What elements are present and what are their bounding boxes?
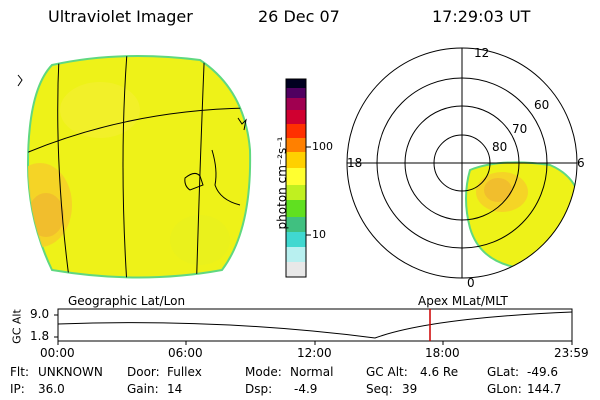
lat-label-80: 80 <box>492 140 508 154</box>
seq-value: 39 <box>402 382 418 396</box>
orbit-strip <box>54 308 573 345</box>
colorbar-band <box>286 152 306 168</box>
time-label: 17:29:03 UT <box>432 7 531 26</box>
polar-caption: Apex MLat/MLT <box>418 294 508 308</box>
seq-label: Seq: <box>366 382 393 396</box>
gain-value: 14 <box>167 382 183 396</box>
lat-label-70: 70 <box>512 122 528 136</box>
ip-value: 36.0 <box>38 382 65 396</box>
gain-label: Gain: <box>127 382 159 396</box>
colorbar-band <box>286 110 306 124</box>
colorbar-band <box>286 168 306 185</box>
gcalt-value: 4.6 Re <box>420 365 459 379</box>
glon-value: 144.7 <box>527 382 562 396</box>
orbit-ytick-low: 1.8 <box>30 329 50 343</box>
colorbar-band <box>286 200 306 217</box>
instrument-title: Ultraviolet Imager <box>48 7 193 26</box>
glat-label: GLat: <box>487 365 520 379</box>
polar-plot <box>346 47 578 279</box>
mode-label: Mode: <box>245 365 282 379</box>
colorbar-band <box>286 247 306 262</box>
door-value: Fullex <box>167 365 202 379</box>
orbit-xtick: 00:00 <box>40 346 75 360</box>
geo-caption: Geographic Lat/Lon <box>68 294 186 308</box>
colorbar-band <box>286 217 306 232</box>
colorbar-band <box>286 88 306 98</box>
orbit-xtick: 23:59 <box>554 346 589 360</box>
orbit-xtick: 18:00 <box>425 346 460 360</box>
door-label: Door: <box>127 365 160 379</box>
colorbar <box>285 78 311 278</box>
orbit-ytick-high: 9.0 <box>30 307 50 321</box>
colorbar-band <box>286 124 306 138</box>
colorbar-band <box>286 262 306 277</box>
mlt-label-0: 0 <box>467 276 475 290</box>
colorbar-tick-100: 100 <box>312 140 333 153</box>
colorbar-band <box>286 98 306 110</box>
filter-label: Flt: <box>10 365 29 379</box>
date-label: 26 Dec 07 <box>258 7 340 26</box>
glon-label: GLon: <box>487 382 522 396</box>
colorbar-band <box>286 232 306 247</box>
mode-value: Normal <box>290 365 334 379</box>
filter-value: UNKNOWN <box>38 365 103 379</box>
colorbar-unit-label: photon cm⁻²s⁻¹ <box>275 136 289 230</box>
colorbar-band <box>286 138 306 152</box>
colorbar-band <box>286 185 306 200</box>
dsp-label: Dsp: <box>245 382 273 396</box>
glat-value: -49.6 <box>527 365 559 379</box>
mlt-label-6: 6 <box>577 156 585 170</box>
mlt-label-18: 18 <box>347 156 363 170</box>
orbit-axis-label: GC Alt <box>10 309 24 344</box>
dsp-value: -4.9 <box>294 382 318 396</box>
orbit-xtick: 06:00 <box>168 346 203 360</box>
ip-label: IP: <box>10 382 25 396</box>
gcalt-label: GC Alt: <box>366 365 408 379</box>
colorbar-band <box>286 79 306 88</box>
mlt-label-12: 12 <box>474 46 490 60</box>
orbit-xtick: 12:00 <box>297 346 332 360</box>
geographic-image <box>17 55 252 279</box>
lat-label-60: 60 <box>534 98 550 112</box>
colorbar-tick-10: 10 <box>312 228 326 241</box>
